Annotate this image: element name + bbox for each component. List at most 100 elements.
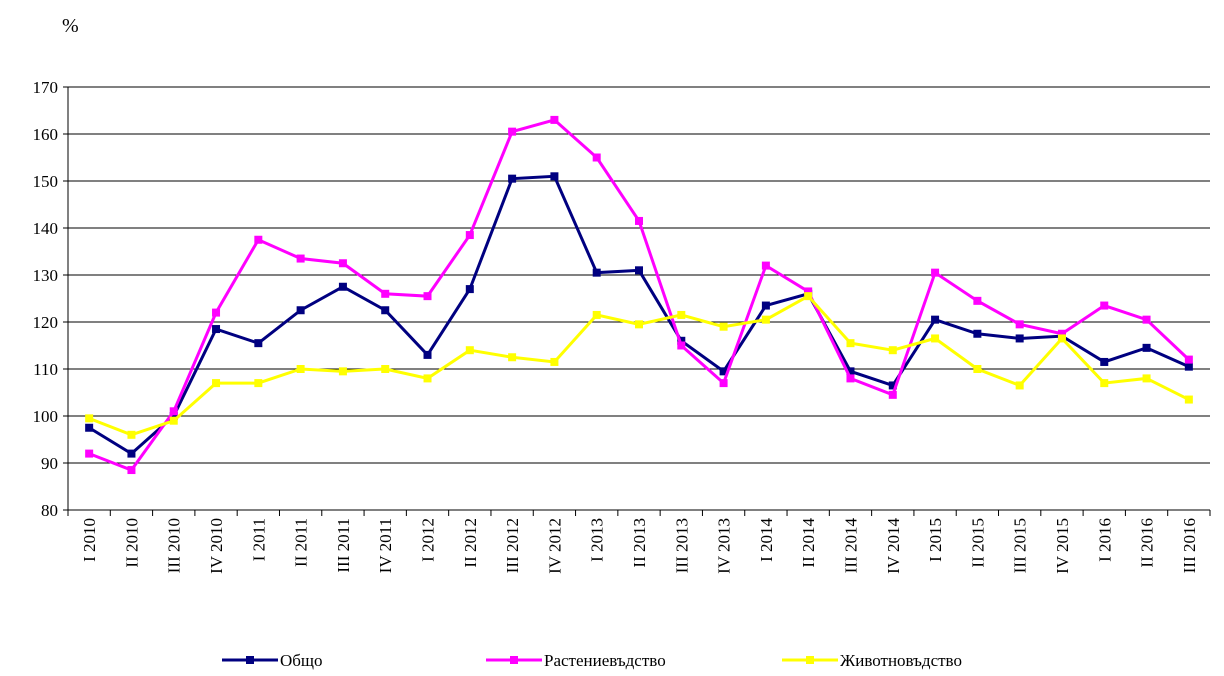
x-tick-label: III 2013 bbox=[672, 518, 691, 573]
point-marker bbox=[973, 296, 982, 305]
point-marker bbox=[719, 367, 728, 376]
point-marker bbox=[677, 336, 686, 345]
point-marker bbox=[931, 268, 940, 277]
point-marker bbox=[254, 339, 263, 348]
point-marker bbox=[846, 339, 855, 348]
x-tick-label: III 2014 bbox=[841, 518, 860, 574]
legend-label: Животновъдство bbox=[840, 651, 962, 670]
x-tick-label: IV 2014 bbox=[884, 518, 903, 574]
point-marker bbox=[973, 329, 982, 338]
point-marker bbox=[592, 268, 601, 277]
point-marker bbox=[85, 414, 94, 423]
x-tick-label: II 2016 bbox=[1138, 518, 1157, 568]
point-marker bbox=[677, 341, 686, 350]
x-tick-label: III 2010 bbox=[165, 518, 184, 573]
point-marker bbox=[127, 466, 136, 475]
legend-marker bbox=[806, 656, 814, 664]
x-tick-label: II 2012 bbox=[461, 518, 480, 568]
point-marker bbox=[423, 374, 432, 383]
x-tick-label: IV 2013 bbox=[715, 518, 734, 574]
x-tick-label: III 2016 bbox=[1180, 518, 1199, 573]
point-marker bbox=[888, 381, 897, 390]
point-marker bbox=[1057, 334, 1066, 343]
y-axis-label: % bbox=[62, 15, 79, 37]
x-tick-label: III 2012 bbox=[503, 518, 522, 573]
y-tick-label: 90 bbox=[41, 454, 58, 473]
point-marker bbox=[338, 259, 347, 268]
point-marker bbox=[381, 365, 390, 373]
x-tick-label: I 2010 bbox=[80, 518, 99, 562]
point-marker bbox=[846, 374, 855, 383]
legend-marker bbox=[510, 656, 518, 664]
point-marker bbox=[550, 357, 559, 366]
point-marker bbox=[1100, 301, 1109, 310]
point-marker bbox=[973, 365, 982, 373]
point-marker bbox=[804, 292, 813, 301]
point-marker bbox=[719, 322, 728, 331]
x-tick-label: III 2011 bbox=[334, 518, 353, 573]
point-marker bbox=[761, 301, 770, 310]
point-marker bbox=[1100, 357, 1109, 366]
x-tick-label: I 2014 bbox=[757, 518, 776, 562]
point-marker bbox=[635, 320, 643, 329]
y-tick-label: 130 bbox=[33, 266, 59, 285]
point-marker bbox=[761, 315, 770, 324]
x-tick-label: II 2013 bbox=[630, 518, 649, 568]
point-marker bbox=[846, 367, 855, 376]
y-tick-label: 120 bbox=[33, 313, 59, 332]
point-marker bbox=[338, 367, 347, 376]
point-marker bbox=[635, 216, 643, 225]
x-tick-label: II 2010 bbox=[122, 518, 141, 568]
point-marker bbox=[296, 306, 305, 315]
point-marker bbox=[1184, 355, 1193, 364]
point-marker bbox=[127, 449, 136, 458]
point-marker bbox=[423, 292, 432, 301]
point-marker bbox=[550, 172, 559, 181]
point-marker bbox=[508, 127, 517, 136]
point-marker bbox=[888, 390, 897, 399]
point-marker bbox=[381, 289, 390, 298]
point-marker bbox=[423, 350, 432, 359]
point-marker bbox=[677, 310, 686, 319]
y-tick-label: 170 bbox=[33, 78, 59, 97]
y-tick-label: 160 bbox=[33, 125, 59, 144]
point-marker bbox=[592, 153, 601, 162]
point-marker bbox=[169, 412, 178, 420]
series-line bbox=[88, 294, 1190, 437]
y-tick-label: 150 bbox=[33, 172, 59, 191]
point-marker bbox=[338, 282, 347, 291]
y-tick-label: 140 bbox=[33, 219, 59, 238]
point-marker bbox=[169, 416, 178, 425]
point-marker bbox=[465, 285, 474, 294]
point-marker bbox=[212, 379, 221, 388]
point-marker bbox=[1142, 374, 1151, 383]
point-marker bbox=[296, 254, 305, 263]
point-marker bbox=[169, 407, 178, 416]
point-marker bbox=[85, 449, 94, 458]
point-marker bbox=[931, 315, 940, 324]
x-tick-label: I 2015 bbox=[926, 518, 945, 562]
y-tick-label: 100 bbox=[33, 407, 59, 426]
point-marker bbox=[761, 261, 770, 270]
point-marker bbox=[85, 423, 94, 432]
point-marker bbox=[1015, 381, 1024, 390]
point-marker bbox=[1057, 329, 1066, 338]
point-marker bbox=[888, 346, 897, 355]
point-marker bbox=[1142, 315, 1151, 324]
x-tick-label: I 2011 bbox=[249, 518, 268, 561]
point-marker bbox=[1015, 320, 1024, 329]
legend-marker bbox=[246, 656, 254, 664]
point-marker bbox=[1100, 379, 1109, 388]
point-marker bbox=[931, 334, 940, 343]
point-marker bbox=[550, 115, 559, 124]
legend-label: Общо bbox=[280, 651, 323, 670]
point-marker bbox=[296, 365, 305, 373]
point-marker bbox=[592, 310, 601, 319]
x-tick-label: II 2011 bbox=[292, 518, 311, 567]
point-marker bbox=[465, 346, 474, 355]
point-marker bbox=[254, 379, 263, 388]
y-tick-label: 80 bbox=[41, 501, 58, 520]
point-marker bbox=[381, 306, 390, 315]
x-tick-label: II 2014 bbox=[799, 518, 818, 568]
